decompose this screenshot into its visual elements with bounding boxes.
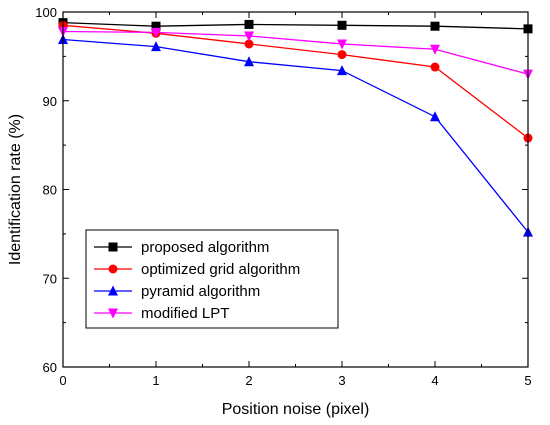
series-layer	[58, 18, 533, 237]
x-tick-label: 1	[152, 373, 159, 388]
data-point	[151, 27, 161, 38]
legend-marker	[108, 242, 118, 252]
x-tick-label: 0	[59, 373, 66, 388]
ticks-layer: 0 1 2 3 4 5 60 70 80 90 100	[35, 5, 531, 388]
y-axis-label: Identification rate (%)	[7, 114, 24, 265]
data-point	[430, 111, 440, 122]
series-circle	[58, 20, 533, 143]
legend-marker	[108, 285, 118, 296]
data-point	[337, 20, 347, 30]
y-tick-label: 70	[43, 271, 57, 286]
data-point	[337, 65, 347, 76]
y-tick-label: 90	[43, 94, 57, 109]
series-triangle-up	[58, 34, 533, 237]
data-point	[337, 39, 347, 50]
legend-label: optimized grid algorithm	[141, 261, 300, 278]
x-tick-label: 2	[245, 373, 252, 388]
series-triangle-down	[58, 27, 533, 80]
y-tick-label: 80	[43, 183, 57, 198]
series-line	[62, 24, 529, 139]
x-tick-label: 4	[431, 373, 438, 388]
series-line	[62, 30, 529, 75]
data-point	[151, 41, 161, 52]
data-point	[430, 44, 440, 55]
data-point	[430, 21, 440, 31]
legend-item: proposed algorithm	[94, 239, 269, 256]
data-point	[151, 21, 161, 31]
series-line	[62, 22, 529, 30]
data-point	[244, 19, 254, 29]
legend-box	[85, 229, 339, 329]
data-point	[337, 50, 347, 60]
legend-item: optimized grid algorithm	[94, 261, 300, 278]
data-point	[430, 62, 440, 72]
x-tick-label: 5	[524, 373, 531, 388]
legend-label: proposed algorithm	[141, 239, 269, 256]
y-tick-label: 60	[43, 360, 57, 375]
x-axis-label: Position noise (pixel)	[222, 401, 370, 418]
data-point	[244, 56, 254, 67]
x-tick-label: 3	[338, 373, 345, 388]
data-point	[244, 31, 254, 42]
legend-marker	[108, 264, 118, 274]
legend-item: modified LPT	[94, 305, 229, 322]
data-point	[244, 39, 254, 49]
plot-frame	[62, 11, 529, 368]
legend: proposed algorithm optimized grid algorit…	[85, 229, 339, 329]
y-tick-label: 100	[35, 5, 57, 20]
legend-item: pyramid algorithm	[94, 283, 260, 300]
legend-marker	[108, 308, 118, 319]
series-line	[62, 38, 529, 233]
legend-label: pyramid algorithm	[141, 283, 260, 300]
legend-label: modified LPT	[141, 305, 229, 322]
